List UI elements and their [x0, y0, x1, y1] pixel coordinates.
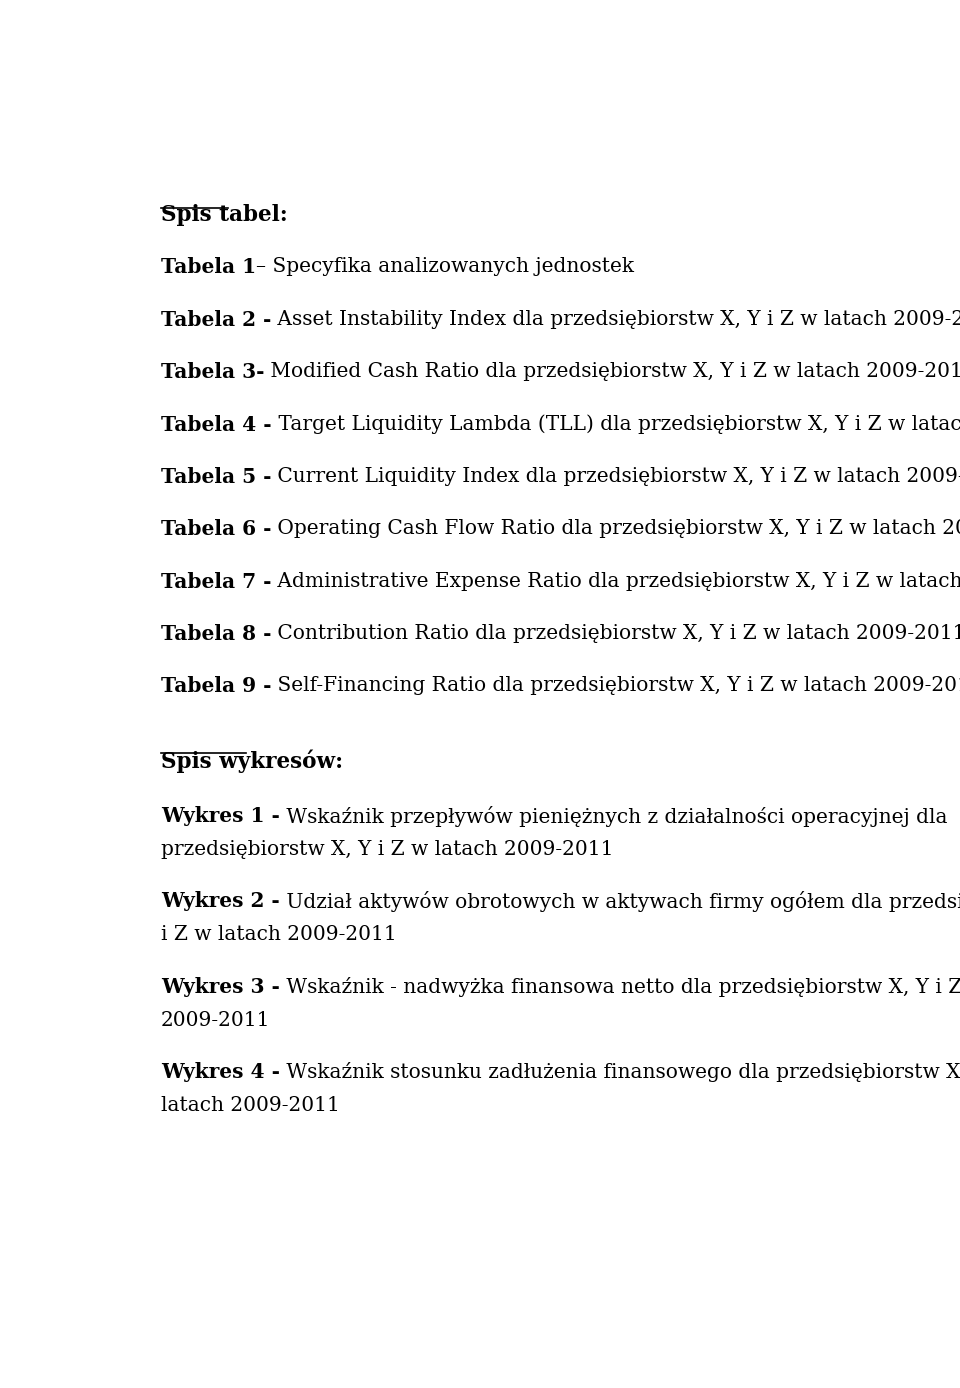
Text: – Specyfika analizowanych jednostek: – Specyfika analizowanych jednostek	[256, 257, 634, 276]
Text: Spis wykresów:: Spis wykresów:	[161, 750, 343, 773]
Text: Tabela 2 -: Tabela 2 -	[161, 310, 272, 330]
Text: i Z w latach 2009-2011: i Z w latach 2009-2011	[161, 926, 396, 944]
Text: Spis tabel:: Spis tabel:	[161, 204, 288, 226]
Text: Udział aktywów obrotowych w aktywach firmy ogółem dla przedsiębiorstw X, Y: Udział aktywów obrotowych w aktywach fir…	[279, 891, 960, 912]
Text: Tabela 8 -: Tabela 8 -	[161, 625, 272, 644]
Text: przedsiębiorstw X, Y i Z w latach 2009-2011: przedsiębiorstw X, Y i Z w latach 2009-2…	[161, 840, 613, 859]
Text: Tabela 5 -: Tabela 5 -	[161, 466, 272, 487]
Text: Wykres 4 -: Wykres 4 -	[161, 1062, 280, 1083]
Text: Contribution Ratio dla przedsiębiorstw X, Y i Z w latach 2009-2011: Contribution Ratio dla przedsiębiorstw X…	[272, 625, 960, 643]
Text: Tabela 1: Tabela 1	[161, 257, 256, 278]
Text: latach 2009-2011: latach 2009-2011	[161, 1097, 340, 1116]
Text: Wykres 3 -: Wykres 3 -	[161, 977, 279, 997]
Text: Wykres 2 -: Wykres 2 -	[161, 891, 279, 911]
Text: Modified Cash Ratio dla przedsiębiorstw X, Y i Z w latach 2009-2011: Modified Cash Ratio dla przedsiębiorstw …	[264, 362, 960, 382]
Text: Self-Financing Ratio dla przedsiębiorstw X, Y i Z w latach 2009-2011: Self-Financing Ratio dla przedsiębiorstw…	[272, 676, 960, 695]
Text: Wykres 1 -: Wykres 1 -	[161, 805, 279, 826]
Text: Wskaźnik - nadwyżka finansowa netto dla przedsiębiorstw X, Y i Z w latach: Wskaźnik - nadwyżka finansowa netto dla …	[279, 977, 960, 997]
Text: 2009-2011: 2009-2011	[161, 1010, 271, 1030]
Text: Target Liquidity Lambda (TLL) dla przedsiębiorstw X, Y i Z w latach 2009-2011: Target Liquidity Lambda (TLL) dla przeds…	[272, 415, 960, 434]
Text: Wskaźnik przepływów pieniężnych z działalności operacyjnej dla: Wskaźnik przepływów pieniężnych z działa…	[279, 805, 948, 827]
Text: Tabela 9 -: Tabela 9 -	[161, 676, 272, 697]
Text: Current Liquidity Index dla przedsiębiorstw X, Y i Z w latach 2009-2011: Current Liquidity Index dla przedsiębior…	[272, 466, 960, 486]
Text: Asset Instability Index dla przedsiębiorstw X, Y i Z w latach 2009-2011: Asset Instability Index dla przedsiębior…	[272, 310, 960, 329]
Text: Operating Cash Flow Ratio dla przedsiębiorstw X, Y i Z w latach 2009-2011: Operating Cash Flow Ratio dla przedsiębi…	[272, 519, 960, 539]
Text: Wskaźnik stosunku zadłużenia finansowego dla przedsiębiorstw X, Y i Z w: Wskaźnik stosunku zadłużenia finansowego…	[280, 1062, 960, 1083]
Text: Tabela 4 -: Tabela 4 -	[161, 415, 272, 434]
Text: Tabela 6 -: Tabela 6 -	[161, 519, 272, 540]
Text: Tabela 3-: Tabela 3-	[161, 362, 264, 382]
Text: Administrative Expense Ratio dla przedsiębiorstw X, Y i Z w latach 2009-2011: Administrative Expense Ratio dla przedsi…	[272, 572, 960, 591]
Text: Tabela 7 -: Tabela 7 -	[161, 572, 272, 591]
